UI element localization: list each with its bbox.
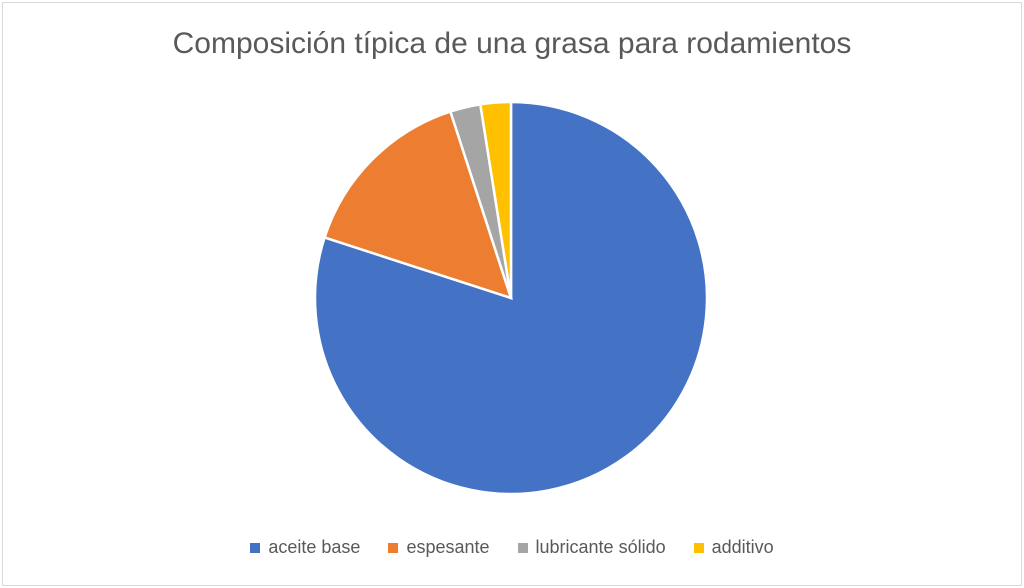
legend-swatch (517, 542, 528, 553)
legend-label: espesante (406, 537, 490, 557)
legend-swatch (388, 542, 399, 553)
legend-item: lubricante sólido (517, 537, 666, 558)
legend-item: additivo (693, 537, 774, 558)
legend-label: aceite base (268, 537, 361, 557)
legend-label: additivo (711, 537, 774, 557)
legend-item: espesante (388, 537, 490, 558)
legend-swatch (693, 542, 704, 553)
legend-item: aceite base (250, 537, 360, 558)
legend-swatch (250, 542, 261, 553)
pie-slice-additivo (478, 100, 513, 299)
pie-chart (313, 100, 709, 496)
chart-title: Composición típica de una grasa para rod… (172, 27, 852, 60)
legend: aceite base espesante lubricante sólido add… (3, 537, 1021, 558)
legend-label: lubricante sólido (535, 537, 666, 557)
